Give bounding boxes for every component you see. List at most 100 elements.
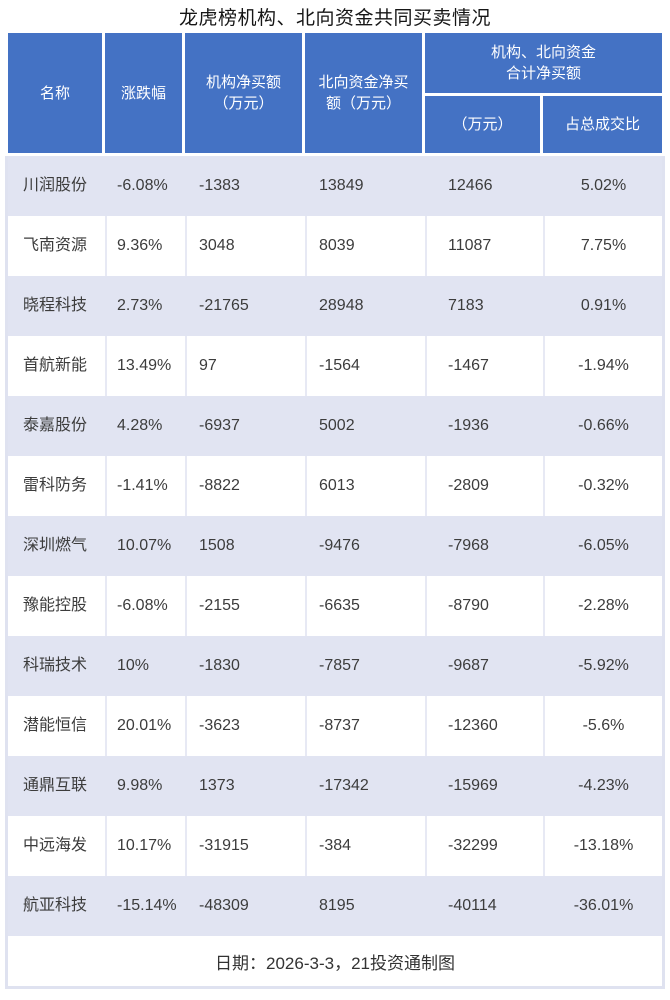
cell-turnover-ratio: -13.18% — [543, 816, 662, 876]
table-header: 名称 涨跌幅 机构净买额 （万元） 北向资金净买 额（万元） 机构、北向资金 合… — [5, 33, 665, 156]
cell-northbound-net: -17342 — [319, 777, 369, 794]
cell-name: 航亚科技 — [23, 897, 88, 914]
cell-turnover-ratio: -0.32% — [543, 456, 662, 516]
table-body: 川润股份 -6.08% -1383 13849 12466 5.02% 飞南资源… — [5, 156, 665, 989]
cell-name: 泰嘉股份 — [23, 417, 88, 434]
cell-institution-net: -6937 — [199, 417, 240, 434]
cell-combined-net: -1467 — [425, 336, 543, 396]
cell-combined-net: -1936 — [448, 417, 489, 434]
header-combined-group-line2: 合计净买额 — [505, 65, 581, 82]
cell-institution-net: -3623 — [185, 696, 305, 756]
cell-turnover-ratio: -36.01% — [573, 897, 634, 914]
cell-combined-net: 11087 — [425, 216, 543, 276]
cell-northbound-net: 8195 — [319, 897, 355, 914]
table-row: 泰嘉股份 4.28% -6937 5002 -1936 -0.66% — [8, 396, 662, 456]
cell-institution-net: -48309 — [199, 897, 249, 914]
cell-northbound-net: -384 — [305, 816, 425, 876]
table-row: 潜能恒信 20.01% -3623 -8737 -12360 -5.6% — [8, 696, 662, 756]
cell-institution-net: -21765 — [199, 297, 249, 314]
cell-turnover-ratio: -1.94% — [543, 336, 662, 396]
data-table: 名称 涨跌幅 机构净买额 （万元） 北向资金净买 额（万元） 机构、北向资金 合… — [5, 33, 665, 989]
page-title: 龙虎榜机构、北向资金共同买卖情况 — [178, 8, 491, 29]
cell-institution-net: 1508 — [199, 537, 235, 554]
cell-turnover-ratio: -2.28% — [543, 576, 662, 636]
cell-name: 首航新能 — [23, 357, 88, 374]
cell-change: -6.08% — [117, 177, 168, 194]
header-combined-group: 机构、北向资金 合计净买额 — [425, 33, 662, 93]
cell-name: 潜能恒信 — [23, 717, 88, 734]
cell-combined-net: -40114 — [448, 897, 497, 914]
cell-northbound-net: 5002 — [319, 417, 355, 434]
header-combined-unit: （万元） — [425, 96, 540, 153]
cell-combined-net: 12466 — [448, 177, 493, 194]
cell-change: 2.73% — [117, 297, 163, 314]
cell-change: 20.01% — [105, 696, 185, 756]
cell-change: 4.28% — [117, 417, 163, 434]
cell-change: 10.17% — [105, 816, 185, 876]
cell-change: 10.07% — [117, 537, 172, 554]
header-name: 名称 — [8, 33, 102, 153]
cell-institution-net: 97 — [185, 336, 305, 396]
header-northbound-net-line1: 北向资金净买 — [318, 74, 409, 91]
cell-turnover-ratio: 7.75% — [543, 216, 662, 276]
table-row: 中远海发 10.17% -31915 -384 -32299 -13.18% — [8, 816, 662, 876]
cell-turnover-ratio: -5.92% — [578, 657, 629, 674]
cell-turnover-ratio: -4.23% — [578, 777, 629, 794]
cell-northbound-net: -7857 — [319, 657, 360, 674]
cell-name: 川润股份 — [23, 177, 88, 194]
table-row: 飞南资源 9.36% 3048 8039 11087 7.75% — [8, 216, 662, 276]
table-row: 晓程科技 2.73% -21765 28948 7183 0.91% — [8, 276, 662, 336]
table-row: 科瑞技术 10% -1830 -7857 -9687 -5.92% — [8, 636, 662, 696]
cell-combined-net: -8790 — [425, 576, 543, 636]
cell-change: -15.14% — [117, 897, 177, 914]
cell-northbound-net: 6013 — [305, 456, 425, 516]
cell-turnover-ratio: -6.05% — [578, 537, 629, 554]
header-institution-net-line1: 机构净买额 — [205, 74, 281, 91]
cell-institution-net: -8822 — [185, 456, 305, 516]
table-row: 通鼎互联 9.98% 1373 -17342 -15969 -4.23% — [8, 756, 662, 816]
table-row: 深圳燃气 10.07% 1508 -9476 -7968 -6.05% — [8, 516, 662, 576]
table-row: 雷科防务 -1.41% -8822 6013 -2809 -0.32% — [8, 456, 662, 516]
cell-turnover-ratio: 5.02% — [580, 177, 627, 194]
cell-name: 深圳燃气 — [23, 537, 88, 554]
header-northbound-net: 北向资金净买 额（万元） — [305, 33, 422, 153]
cell-institution-net: -1383 — [199, 177, 240, 194]
cell-name: 中远海发 — [23, 837, 88, 854]
cell-name: 豫能控股 — [23, 597, 88, 614]
cell-combined-net: -15969 — [448, 777, 498, 794]
cell-name: 晓程科技 — [23, 297, 88, 314]
cell-northbound-net: -8737 — [305, 696, 425, 756]
cell-name: 雷科防务 — [23, 477, 88, 494]
cell-combined-net: -12360 — [425, 696, 543, 756]
cell-change: -6.08% — [105, 576, 185, 636]
header-institution-net: 机构净买额 （万元） — [185, 33, 302, 153]
header-turnover-ratio: 占总成交比 — [543, 96, 662, 153]
cell-combined-net: -2809 — [425, 456, 543, 516]
cell-institution-net: -1830 — [199, 657, 240, 674]
header-change: 涨跌幅 — [105, 33, 182, 153]
cell-northbound-net: 8039 — [305, 216, 425, 276]
cell-northbound-net: 13849 — [319, 177, 364, 194]
cell-change: 9.36% — [105, 216, 185, 276]
table-row: 川润股份 -6.08% -1383 13849 12466 5.02% — [8, 156, 662, 216]
header-northbound-net-line2: 额（万元） — [325, 95, 401, 112]
cell-turnover-ratio: 0.91% — [580, 297, 627, 314]
cell-northbound-net: -9476 — [319, 537, 360, 554]
cell-name: 通鼎互联 — [23, 777, 88, 794]
table-row: 首航新能 13.49% 97 -1564 -1467 -1.94% — [8, 336, 662, 396]
cell-change: 10% — [117, 657, 150, 674]
cell-combined-net: -9687 — [448, 657, 489, 674]
header-combined-group-line1: 机构、北向资金 — [490, 44, 596, 61]
cell-combined-net: -32299 — [425, 816, 543, 876]
cell-name: 飞南资源 — [23, 237, 88, 254]
cell-change: 13.49% — [105, 336, 185, 396]
cell-change: 9.98% — [117, 777, 163, 794]
table-footnote: 日期：2026-3-3，21投资通制图 — [8, 936, 662, 986]
cell-turnover-ratio: -0.66% — [578, 417, 629, 434]
header-institution-net-line2: （万元） — [213, 95, 274, 112]
cell-combined-net: 7183 — [448, 297, 484, 314]
table-row: 航亚科技 -15.14% -48309 8195 -40114 -36.01% — [8, 876, 662, 936]
cell-institution-net: 1373 — [199, 777, 235, 794]
cell-northbound-net: 28948 — [319, 297, 364, 314]
